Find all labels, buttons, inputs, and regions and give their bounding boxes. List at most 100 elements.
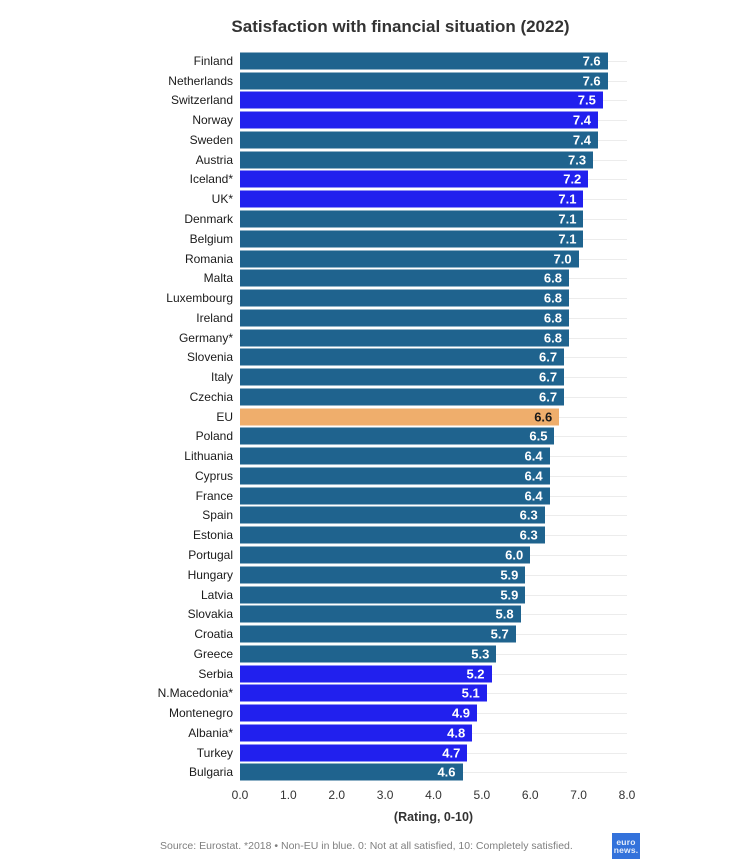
bar-portugal: 6.0 [240, 546, 531, 564]
bar-value-label: 6.6 [534, 409, 553, 425]
country-label: Croatia [194, 627, 233, 642]
chart-row: Hungary 5.9 [0, 565, 741, 585]
bar-netherlands: 7.6 [240, 72, 608, 90]
plot-area: 6.8 [240, 328, 741, 348]
bar-ireland: 6.8 [240, 309, 569, 327]
chart-row: Bulgaria 4.6 [0, 763, 741, 783]
chart-row: Latvia 5.9 [0, 585, 741, 605]
bar-value-label: 7.1 [558, 191, 577, 207]
bar-value-label: 7.6 [582, 53, 601, 69]
chart-row: Albania* 4.8 [0, 723, 741, 743]
bar-bulgaria: 4.6 [240, 763, 463, 781]
bar-norway: 7.4 [240, 111, 598, 129]
plot-area: 7.3 [240, 150, 741, 170]
bar-value-label: 7.1 [558, 211, 577, 227]
bar-turkey: 4.7 [240, 744, 468, 762]
bar-eu: 6.6 [240, 408, 560, 426]
country-label: Czechia [189, 389, 233, 404]
bar-value-label: 6.8 [543, 290, 562, 306]
chart-row: Serbia 5.2 [0, 664, 741, 684]
bar-value-label: 6.4 [524, 448, 543, 464]
chart-row: Norway 7.4 [0, 110, 741, 130]
bar-value-label: 7.6 [582, 73, 601, 89]
bar-value-label: 6.3 [519, 527, 538, 543]
x-axis: 0.0 1.0 2.0 3.0 4.0 5.0 6.0 7.0 8.0 [232, 788, 636, 804]
country-label: Portugal [188, 548, 233, 563]
chart-row: Turkey 4.7 [0, 743, 741, 763]
chart-row: Czechia 6.7 [0, 387, 741, 407]
plot-area: 6.8 [240, 308, 741, 328]
x-axis-tick: 8.0 [618, 788, 636, 803]
country-label: Germany* [178, 330, 233, 345]
bar-romania: 7.0 [240, 250, 579, 268]
chart-row: Slovakia 5.8 [0, 604, 741, 624]
bar-value-label: 7.1 [558, 231, 577, 247]
country-label: Belgium [189, 231, 233, 246]
plot-area: 5.3 [240, 644, 741, 664]
plot-area: 6.4 [240, 486, 741, 506]
plot-area: 7.0 [240, 249, 741, 269]
bar-sweden: 7.4 [240, 131, 598, 149]
chart-row: Switzerland 7.5 [0, 91, 741, 111]
bar-france: 6.4 [240, 487, 550, 505]
plot-area: 6.4 [240, 446, 741, 466]
plot-area: 6.8 [240, 268, 741, 288]
country-label: Malta [203, 271, 233, 286]
source-note: Source: Eurostat. *2018 • Non-EU in blue… [160, 840, 573, 853]
footer: Source: Eurostat. *2018 • Non-EU in blue… [0, 832, 741, 861]
x-axis-tick: 6.0 [521, 788, 539, 803]
bar-value-label: 7.3 [568, 152, 587, 168]
bar-value-label: 5.3 [471, 646, 490, 662]
chart-row: Belgium 7.1 [0, 229, 741, 249]
bar-value-label: 7.2 [563, 171, 582, 187]
country-label: UK* [211, 192, 233, 207]
bar-lithuania: 6.4 [240, 447, 550, 465]
chart-row: Romania 7.0 [0, 249, 741, 269]
plot-area: 6.7 [240, 347, 741, 367]
bar-spain: 6.3 [240, 506, 545, 524]
x-axis-tick: 0.0 [231, 788, 249, 803]
bar-cyprus: 6.4 [240, 467, 550, 485]
chart-title: Satisfaction with financial situation (2… [231, 17, 570, 36]
x-axis-tick: 4.0 [425, 788, 442, 803]
country-label: EU [216, 409, 233, 424]
chart-row: Poland 6.5 [0, 427, 741, 447]
plot-area: 5.8 [240, 604, 741, 624]
country-label: France [195, 488, 233, 503]
euronews-logo[interactable]: euro news. [612, 833, 640, 860]
plot-area: 7.4 [240, 110, 741, 130]
country-label: Denmark [184, 212, 233, 226]
plot-area: 5.2 [240, 664, 741, 684]
bar-germany: 6.8 [240, 329, 569, 347]
plot-area: 7.1 [240, 229, 741, 249]
country-label: Bulgaria [188, 765, 233, 780]
chart-row: UK* 7.1 [0, 189, 741, 209]
country-label: Serbia [198, 666, 233, 681]
bar-value-label: 6.8 [543, 270, 562, 286]
chart-row: Sweden 7.4 [0, 130, 741, 150]
chart-row: Finland 7.6 [0, 51, 741, 71]
chart-row: Germany* 6.8 [0, 328, 741, 348]
country-label: Slovakia [187, 607, 233, 622]
bar-value-label: 5.2 [466, 666, 485, 682]
bar-value-label: 6.8 [543, 310, 562, 326]
plot-area: 6.6 [240, 407, 741, 427]
bar-montenegro: 4.9 [240, 704, 478, 722]
chart-row: Netherlands 7.6 [0, 71, 741, 91]
chart-row: Austria 7.3 [0, 150, 741, 170]
bar-italy: 6.7 [240, 368, 565, 386]
plot-area: 6.5 [240, 427, 741, 447]
bar-value-label: 6.0 [505, 547, 524, 563]
country-label: Latvia [200, 587, 233, 602]
country-label: N.Macedonia* [157, 686, 233, 701]
x-axis-tick: 7.0 [570, 788, 587, 803]
chart-row: Slovenia 6.7 [0, 347, 741, 367]
plot-area: 7.5 [240, 91, 741, 111]
bar-value-label: 5.9 [500, 587, 519, 603]
country-label: Switzerland [170, 93, 233, 108]
country-label: Austria [195, 152, 233, 167]
bar-czechia: 6.7 [240, 388, 565, 406]
bar-value-label: 5.9 [500, 567, 519, 583]
bar-finland: 7.6 [240, 52, 608, 70]
